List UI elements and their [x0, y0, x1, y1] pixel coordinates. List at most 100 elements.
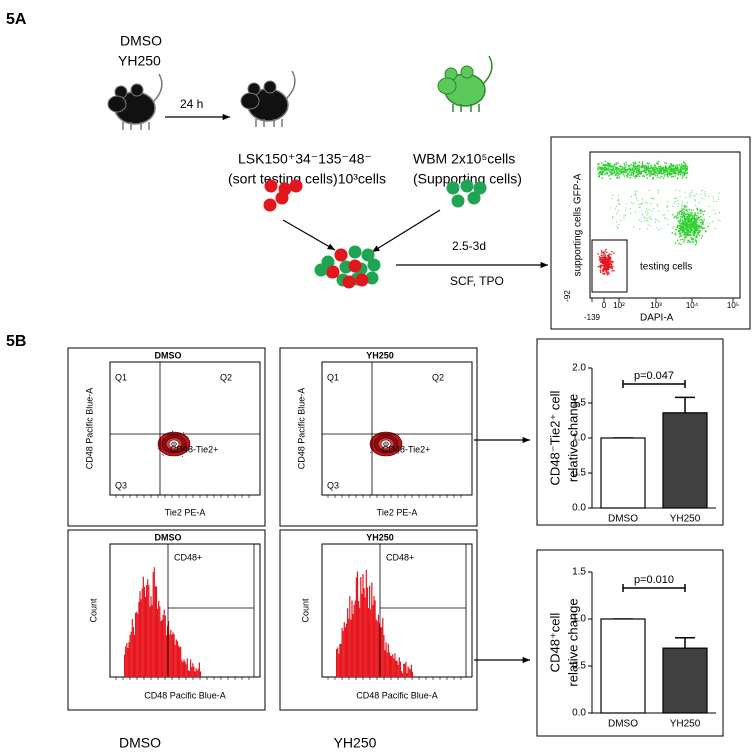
event	[700, 223, 702, 226]
event	[661, 173, 664, 175]
y-tick-label: 0.0	[572, 708, 586, 719]
histogram-bin	[354, 600, 356, 677]
histogram-bin	[403, 663, 405, 677]
histogram-bin	[180, 646, 182, 677]
event	[652, 197, 654, 200]
histogram-bin	[155, 586, 158, 677]
event	[703, 227, 705, 230]
event	[667, 210, 669, 212]
event	[610, 253, 612, 256]
histogram-bin	[150, 596, 152, 677]
histogram-bin	[370, 609, 372, 677]
event	[714, 212, 716, 215]
event	[681, 165, 684, 167]
event	[606, 162, 609, 165]
event	[648, 216, 651, 218]
event	[605, 257, 608, 259]
histogram-bin	[170, 629, 172, 677]
event	[629, 207, 632, 209]
event	[693, 223, 696, 226]
histogram-bin	[394, 653, 396, 677]
histogram-bin	[139, 591, 141, 677]
event	[692, 238, 695, 240]
mouse-head	[437, 77, 457, 95]
event	[674, 215, 676, 217]
event	[617, 177, 619, 179]
event	[659, 168, 661, 170]
y-tick-label: 1.0	[572, 433, 586, 444]
event	[647, 224, 649, 226]
event	[611, 216, 614, 218]
event	[618, 168, 621, 170]
event	[684, 191, 686, 193]
event	[684, 217, 686, 220]
label: YH250	[334, 735, 377, 751]
event	[643, 216, 645, 218]
event	[698, 234, 701, 237]
event	[655, 174, 657, 177]
event	[669, 162, 672, 165]
event	[610, 266, 612, 269]
event	[708, 216, 711, 218]
event	[690, 237, 692, 239]
histogram-bin	[166, 626, 169, 677]
label: Q1	[115, 372, 127, 382]
event	[677, 205, 679, 208]
event	[718, 192, 720, 194]
arrow-head	[540, 261, 548, 269]
event	[678, 228, 680, 230]
event	[691, 224, 693, 226]
event	[673, 227, 675, 229]
event	[609, 177, 612, 180]
histogram-bin	[186, 658, 188, 677]
event	[605, 265, 608, 268]
label: (Supporting cells)	[413, 171, 522, 187]
event	[629, 169, 632, 172]
histogram-bin	[381, 627, 383, 677]
event	[648, 162, 651, 165]
label: supporting cells GFP-A	[573, 173, 584, 276]
histogram-bin	[400, 671, 403, 677]
label: DMSO	[155, 532, 182, 542]
event	[717, 219, 719, 221]
event	[663, 169, 665, 171]
event	[686, 216, 689, 218]
event	[615, 205, 618, 208]
histogram-bin	[163, 609, 165, 677]
event	[656, 203, 658, 206]
event	[653, 207, 655, 210]
event	[607, 261, 609, 263]
event	[617, 169, 620, 171]
event	[704, 230, 707, 232]
event	[630, 196, 633, 198]
histogram-bin	[361, 593, 363, 677]
label: CD48+	[174, 552, 202, 562]
cell	[355, 273, 369, 287]
event	[648, 189, 650, 192]
histogram-bin	[158, 600, 160, 677]
event	[623, 215, 625, 217]
event	[611, 166, 613, 168]
event	[665, 162, 668, 165]
mouse-ear	[263, 80, 277, 94]
bar	[662, 647, 708, 714]
event	[676, 226, 678, 228]
event	[606, 273, 609, 276]
event	[693, 217, 695, 219]
label: p=0.047	[634, 370, 674, 382]
event	[700, 215, 702, 218]
event	[605, 164, 608, 167]
event	[703, 217, 705, 219]
event	[679, 171, 681, 173]
label: Count	[300, 598, 310, 623]
event	[692, 230, 695, 233]
event	[695, 214, 698, 217]
event	[664, 173, 666, 176]
event	[676, 239, 679, 242]
event	[611, 263, 613, 265]
event	[697, 212, 699, 215]
event	[654, 173, 656, 175]
event	[616, 167, 619, 170]
cell	[263, 198, 277, 212]
event	[690, 229, 693, 232]
